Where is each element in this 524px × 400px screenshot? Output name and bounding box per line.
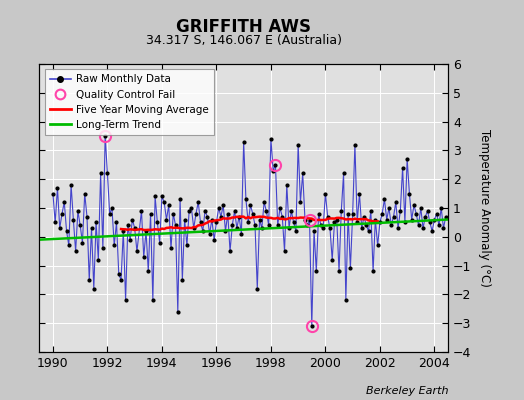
Text: GRIFFITH AWS: GRIFFITH AWS <box>176 18 311 36</box>
Legend: Raw Monthly Data, Quality Control Fail, Five Year Moving Average, Long-Term Tren: Raw Monthly Data, Quality Control Fail, … <box>45 69 214 135</box>
Y-axis label: Temperature Anomaly (°C): Temperature Anomaly (°C) <box>478 129 490 287</box>
Text: Berkeley Earth: Berkeley Earth <box>366 386 448 396</box>
Text: 34.317 S, 146.067 E (Australia): 34.317 S, 146.067 E (Australia) <box>146 34 342 47</box>
